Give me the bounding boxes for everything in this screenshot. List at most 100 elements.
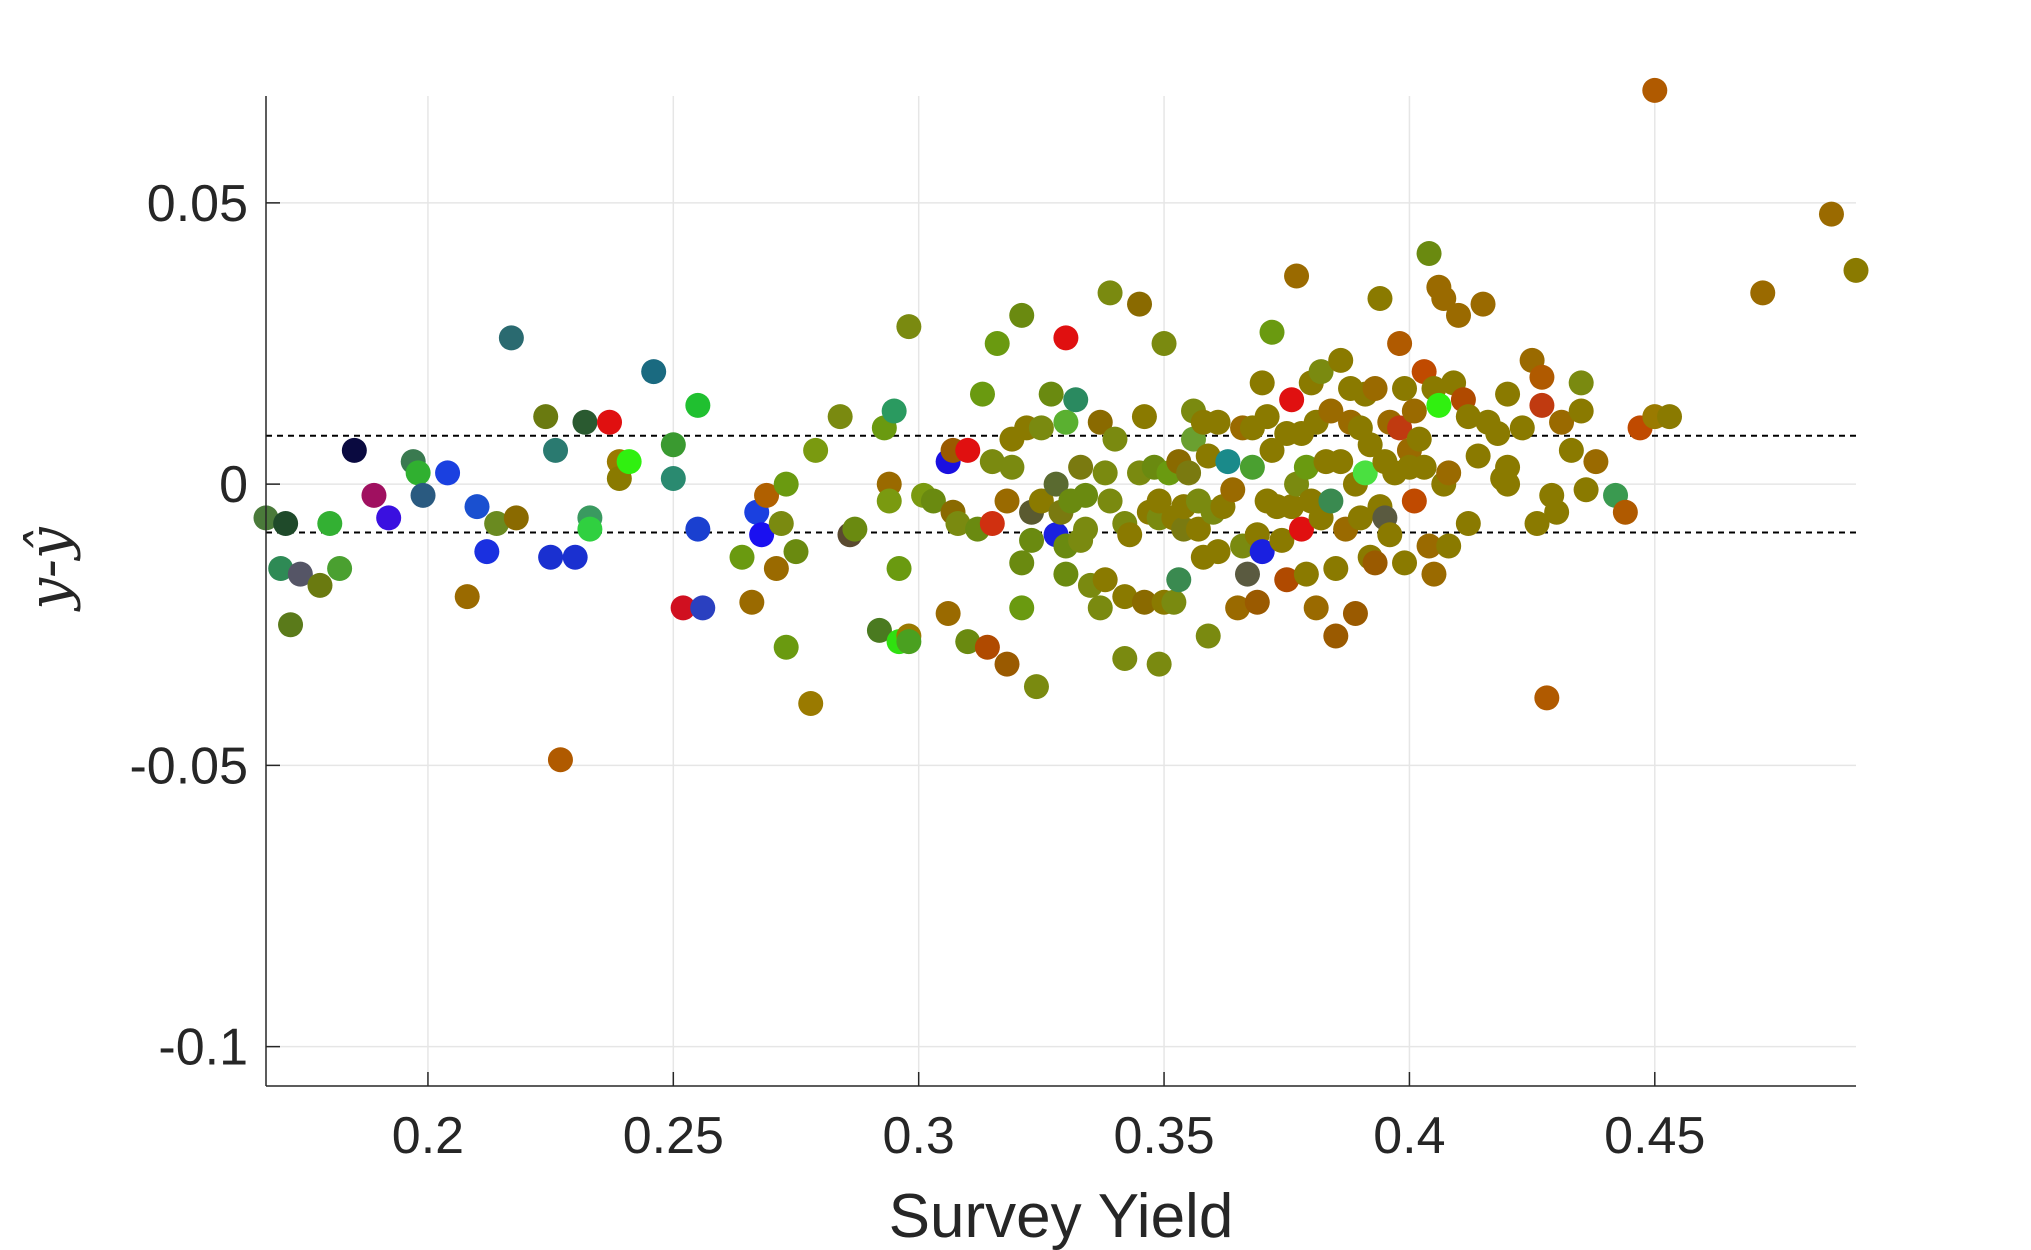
scatter-point [1053,325,1079,351]
scatter-point [1097,488,1123,514]
scatter-point [1288,516,1314,542]
scatter-point [538,544,564,570]
scatter-point [1411,454,1437,480]
scatter-point [1215,449,1241,475]
scatter-point [1053,561,1079,587]
scatter-point [1274,567,1300,593]
scatter-point [969,381,995,407]
x-tick-labels: 0.2 0.25 0.3 0.35 0.4 0.45 [392,1107,1706,1165]
scatter-point [1009,595,1035,621]
scatter-point [1279,494,1305,520]
scatter-point [660,432,686,458]
scatter-point [1568,398,1594,424]
scatter-point [866,617,892,643]
scatter-point [641,359,667,385]
scatter-point [1436,460,1462,486]
x-tick-label: 0.2 [392,1107,464,1165]
scatter-point [464,494,490,520]
scatter-point [685,516,711,542]
scatter-point [1028,415,1054,441]
scatter-point [896,629,922,655]
scatter-point [979,449,1005,475]
scatter-point [1254,404,1280,430]
scatter-point [616,449,642,475]
scatter-point [1043,471,1069,497]
scatter-point [739,589,765,615]
scatter-point [1146,488,1172,514]
x-axis-label: Survey Yield [889,1182,1234,1250]
scatter-point [803,437,829,463]
scatter-point [1362,376,1388,401]
scatter-point [945,511,971,536]
scatter-point [1421,561,1447,587]
scatter-point [690,595,716,621]
scatter-point [1347,505,1373,531]
scatter-point [1328,347,1354,373]
scatter-point [484,511,510,536]
scatter-point [1387,415,1413,441]
scatter-point [1416,533,1442,559]
scatter-point [1362,550,1388,576]
scatter-point [955,629,981,655]
scatter-point [1431,286,1457,311]
scatter-point [1161,589,1187,615]
scatter-point [886,556,912,581]
scatter-point [660,466,686,491]
scatter-point [1205,539,1231,565]
scatter-point [1195,443,1221,469]
scatter-point [474,539,500,565]
scatter-point [533,404,559,430]
x-tick-label: 0.25 [623,1107,724,1165]
scatter-point [1259,437,1285,463]
scatter-point [307,572,333,598]
scatter-point [1009,302,1035,328]
scatter-point [1102,426,1128,452]
scatter-point [1568,370,1594,396]
scatter-point [1028,488,1054,514]
scatter-point [1092,460,1118,486]
scatter-point [1019,527,1045,553]
scatter-point [1524,511,1550,536]
scatter-point [1318,488,1344,514]
scatter-point [1097,280,1123,306]
scatter-point [577,516,603,542]
scatter-point [1426,392,1452,418]
scatter-point [749,522,775,548]
scatter-point [729,544,755,570]
scatter-point [798,691,824,716]
scatter-point [1092,567,1118,593]
scatter-point [273,511,299,536]
scatter-point [783,539,809,565]
scatter-point [1112,584,1138,610]
scatter-point [1195,623,1221,649]
scatter-point [572,409,598,435]
scatter-point [597,409,623,435]
scatter-point [1392,550,1418,576]
scatter-point [842,516,868,542]
scatter-point [1342,601,1368,626]
scatter-point [1244,589,1270,615]
scatter-point [1446,302,1471,328]
scatter-point [1818,201,1844,227]
scatter-point [543,437,569,463]
scatter-point [1063,387,1089,413]
scatter-point [1401,488,1427,514]
x-tick-label: 0.3 [883,1107,955,1165]
scatter-point [773,471,799,497]
scatter-point [1318,398,1344,424]
y-tick-label: 0.05 [147,175,248,233]
x-tick-label: 0.4 [1373,1107,1445,1165]
scatter-point [1259,319,1285,345]
scatter-point [317,511,343,536]
scatter-point [773,634,799,660]
scatter-point [1495,381,1521,407]
scatter-point [1509,415,1535,441]
scatter-point [876,488,902,514]
axes [265,96,1856,1087]
scatter-point [1220,477,1246,503]
scatter-point [287,561,313,587]
scatter-point [1750,280,1776,306]
scatter-point [1583,449,1609,475]
scatter-point [1166,567,1192,593]
y-axis-label: y-ŷ [17,526,82,613]
